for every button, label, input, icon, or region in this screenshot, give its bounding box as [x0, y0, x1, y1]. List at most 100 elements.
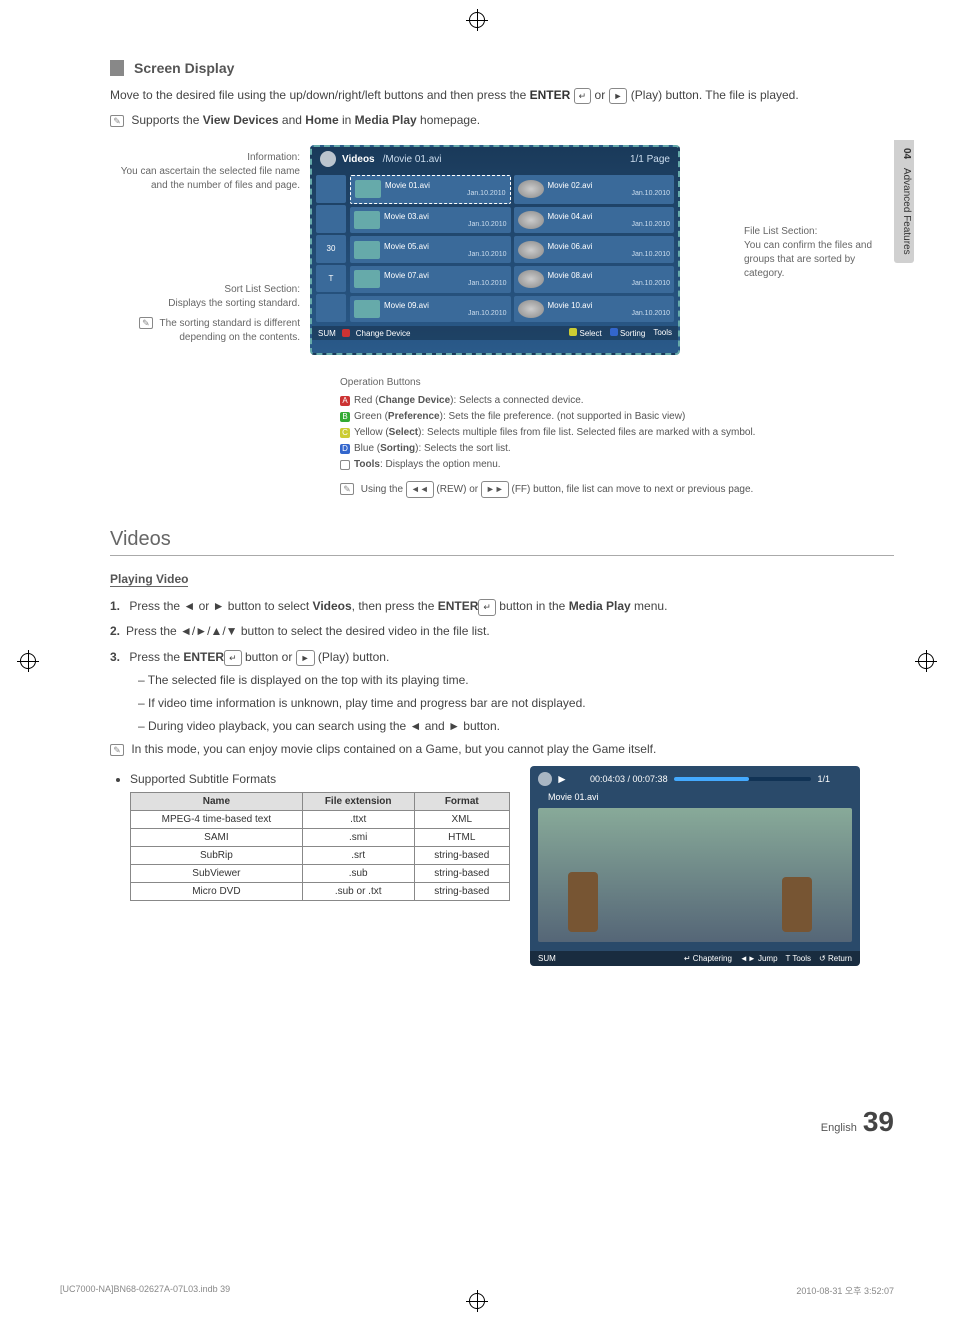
- table-row: SubRip.srtstring-based: [131, 847, 510, 865]
- table-row: SAMI.smiHTML: [131, 829, 510, 847]
- playing-video-heading: Playing Video: [110, 572, 188, 587]
- file-thumb-icon: [354, 211, 380, 229]
- tv-title: Videos: [342, 154, 375, 165]
- page-number: 39: [863, 1106, 894, 1138]
- file-thumb-icon: [354, 300, 380, 318]
- step-3: 3. Press the ENTER↵ button or ► (Play) b…: [110, 648, 894, 737]
- yellow-button-icon: [569, 328, 577, 336]
- note-icon: ✎: [110, 744, 124, 756]
- play-icon: ►: [296, 650, 315, 666]
- subtitle-formats-bullet: Supported Subtitle Formats: [130, 772, 510, 786]
- chapter-tab: 04 Advanced Features: [894, 140, 914, 263]
- mode-note: ✎ In this mode, you can enjoy movie clip…: [110, 742, 894, 756]
- videos-app-icon: [320, 151, 336, 167]
- file-thumb-icon: [518, 211, 544, 229]
- file-section-desc: You can confirm the files and groups tha…: [744, 239, 894, 281]
- tv-header: Videos /Movie 01.avi 1/1 Page: [312, 147, 678, 171]
- enter-icon: ↵: [224, 650, 242, 666]
- player-app-icon: [538, 772, 552, 786]
- step-2: 2.Press the ◄/►/▲/▼ button to select the…: [110, 622, 894, 641]
- info-label-desc: You can ascertain the selected file name…: [110, 165, 300, 193]
- intro-paragraph: Move to the desired file using the up/do…: [110, 86, 894, 105]
- c-button-icon: C: [340, 428, 350, 438]
- a-button-icon: A: [340, 396, 350, 406]
- note-icon: ✎: [139, 317, 153, 329]
- time-display: 00:04:03 / 00:07:38: [590, 774, 668, 784]
- file-item: Movie 07.aviJan.10.2010: [350, 266, 511, 293]
- screen-display-diagram: Information: You can ascertain the selec…: [110, 145, 894, 365]
- page-footer: English 39: [110, 1106, 894, 1138]
- file-thumb-icon: [355, 180, 381, 198]
- section-header: Screen Display: [110, 60, 894, 76]
- file-item: Movie 08.aviJan.10.2010: [514, 266, 675, 293]
- table-header: Name: [131, 793, 303, 811]
- enter-icon: ↵: [478, 599, 496, 615]
- blue-button-icon: [610, 328, 618, 336]
- section-marker-icon: [110, 60, 124, 76]
- sort-item: [316, 205, 346, 233]
- file-thumb-icon: [518, 241, 544, 259]
- file-item: Movie 06.aviJan.10.2010: [514, 236, 675, 263]
- file-item: Movie 04.aviJan.10.2010: [514, 207, 675, 234]
- player-footer: SUM ↵ Chaptering ◄► Jump T Tools ↺ Retur…: [530, 951, 860, 966]
- red-button-icon: [342, 329, 350, 337]
- player-filename: Movie 01.avi: [548, 792, 599, 802]
- note-icon: ✎: [110, 115, 124, 127]
- step-3-note-3: During video playback, you can search us…: [138, 717, 894, 736]
- file-item: Movie 05.aviJan.10.2010: [350, 236, 511, 263]
- file-thumb-icon: [518, 180, 544, 198]
- step-1: 1. Press the ◄ or ► button to select Vid…: [110, 597, 894, 616]
- doc-timestamp: 2010-08-31 오후 3:52:07: [796, 1284, 894, 1297]
- sort-item: [316, 294, 346, 322]
- step-3-note-2: If video time information is unknown, pl…: [138, 694, 894, 713]
- play-state-icon: ►: [556, 772, 568, 786]
- tools-button-icon: T: [340, 460, 350, 470]
- diagram-right-labels: File List Section: You can confirm the f…: [744, 225, 894, 281]
- subtitle-table: NameFile extensionFormat MPEG-4 time-bas…: [130, 792, 510, 901]
- enter-label: ENTER: [530, 88, 571, 102]
- b-button-icon: B: [340, 412, 350, 422]
- section-title: Screen Display: [134, 60, 234, 76]
- table-row: MPEG-4 time-based text.ttxtXML: [131, 811, 510, 829]
- file-item: Movie 10.aviJan.10.2010: [514, 296, 675, 323]
- sort-note: The sorting standard is different depend…: [160, 318, 300, 343]
- enter-icon: ↵: [574, 88, 592, 104]
- support-note: ✎ Supports the View Devices and Home in …: [110, 113, 894, 127]
- table-header: Format: [414, 793, 509, 811]
- file-item: Movie 02.aviJan.10.2010: [514, 175, 675, 204]
- sort-label-desc: Displays the sorting standard.: [110, 297, 300, 311]
- video-player-screenshot: ► 00:04:03 / 00:07:38 1/1 Movie 01.avi S…: [530, 766, 860, 966]
- document-footer: [UC7000-NA]BN68-02627A-07L03.indb 39 201…: [60, 1284, 894, 1297]
- lang-label: English: [821, 1122, 857, 1134]
- sort-item: 30: [316, 235, 346, 263]
- op-header: Operation Buttons: [340, 375, 894, 391]
- info-label-title: Information:: [110, 151, 300, 165]
- file-item: Movie 01.aviJan.10.2010: [350, 175, 511, 204]
- d-button-icon: D: [340, 444, 350, 454]
- table-header: File extension: [302, 793, 414, 811]
- file-grid: Movie 01.aviJan.10.2010 Movie 02.aviJan.…: [350, 175, 674, 322]
- ff-icon: ►►: [481, 481, 509, 497]
- tv-footer: SUM Change Device Select Sorting Tools: [312, 326, 678, 340]
- chapter-title: Advanced Features: [901, 168, 912, 255]
- file-section-title: File List Section:: [744, 225, 894, 239]
- step-3-note-1: The selected file is displayed on the to…: [138, 671, 894, 690]
- file-thumb-icon: [518, 270, 544, 288]
- sort-label-title: Sort List Section:: [110, 283, 300, 297]
- diagram-left-labels: Information: You can ascertain the selec…: [110, 145, 300, 345]
- tools-label: Tools: [653, 328, 672, 338]
- sum-label: SUM: [318, 329, 336, 338]
- play-icon: ►: [609, 88, 628, 104]
- sort-column: 30 T: [316, 175, 346, 322]
- doc-file-info: [UC7000-NA]BN68-02627A-07L03.indb 39: [60, 1284, 230, 1297]
- file-thumb-icon: [354, 241, 380, 259]
- chapter-number: 04: [901, 148, 912, 159]
- tv-page: 1/1 Page: [630, 154, 670, 165]
- table-row: SubViewer.substring-based: [131, 865, 510, 883]
- videos-heading: Videos: [110, 528, 894, 556]
- steps-list: 1. Press the ◄ or ► button to select Vid…: [110, 597, 894, 736]
- file-thumb-icon: [518, 300, 544, 318]
- rew-icon: ◄◄: [406, 481, 434, 497]
- player-sum: SUM: [538, 954, 556, 963]
- file-item: Movie 09.aviJan.10.2010: [350, 296, 511, 323]
